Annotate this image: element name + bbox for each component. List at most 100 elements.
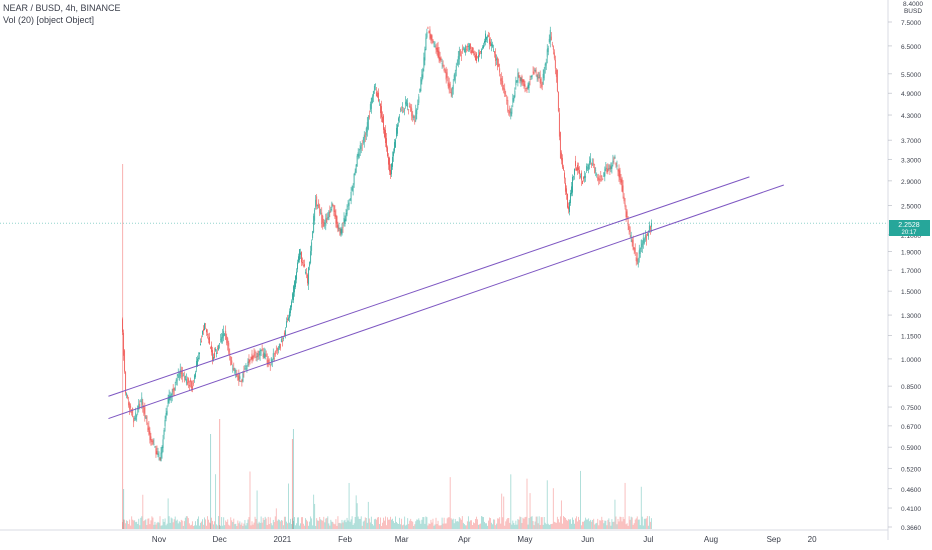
time-axis[interactable]: Nov Dec 2021 Feb Mar Apr May Jun Jul Aug Sep 20 (152, 535, 817, 544)
volume-bar (513, 522, 515, 529)
volume-bar (649, 521, 651, 529)
volume-bar (429, 523, 431, 529)
volume-bar (437, 520, 439, 529)
candle-body (179, 369, 181, 377)
volume-bar (396, 521, 397, 529)
volume-bar (168, 516, 170, 529)
candle-body (148, 425, 150, 435)
volume-bar (536, 516, 538, 529)
candle-body (208, 338, 209, 340)
volume-bar (585, 517, 587, 529)
channel-trendline[interactable] (108, 184, 784, 420)
candle-body (290, 305, 291, 314)
candle-body (642, 237, 644, 245)
volume-bar (590, 519, 592, 529)
candle-body (266, 358, 268, 364)
candle-body (312, 231, 314, 238)
volume-bar (169, 522, 171, 529)
candle-body (421, 74, 423, 82)
candle-body (274, 351, 276, 355)
volume-bar (497, 518, 499, 529)
candle-body (406, 100, 408, 106)
candle-body (211, 345, 212, 353)
channel-trendline[interactable] (108, 176, 750, 397)
volume-bar (519, 516, 521, 529)
volume-bar (341, 519, 343, 529)
candle-body (166, 411, 168, 415)
candle-body (349, 199, 351, 201)
channel-lines[interactable] (108, 176, 784, 420)
symbol-legend[interactable]: NEAR / BUSD, 4h, BINANCE (3, 3, 121, 13)
candle-body (431, 35, 433, 40)
price-axis-top-label: 8.4000 (903, 1, 923, 8)
volume-bar (244, 520, 246, 529)
volume-bar (163, 521, 165, 529)
volume-bar (184, 517, 186, 529)
candle-body (571, 186, 572, 195)
volume-bar (295, 525, 296, 529)
volume-bar (452, 518, 454, 529)
candle-body (237, 375, 239, 380)
volume-legend[interactable]: Vol (20) [object Object] (3, 15, 95, 25)
volume-bar (607, 519, 609, 529)
time-tick-label: 20 (808, 535, 817, 544)
volume-bar (542, 524, 544, 529)
volume-bar (358, 518, 360, 529)
volume-bar (125, 523, 127, 529)
candle-body (581, 172, 582, 181)
candle-body (360, 146, 362, 150)
candle-body (485, 33, 486, 43)
volume-bar (183, 521, 185, 529)
volume-bar (412, 521, 414, 529)
volume-bar (251, 521, 253, 529)
candle-body (518, 75, 520, 77)
candle-body (386, 138, 387, 148)
volume-bar (599, 520, 601, 529)
volume-bar (176, 519, 178, 529)
volume-bar (511, 524, 513, 529)
volume-bar (150, 520, 152, 529)
candle-body (525, 88, 527, 89)
volume-bar (283, 516, 285, 529)
candle-body (233, 367, 235, 371)
candle-body (449, 83, 451, 88)
candle-body (142, 402, 144, 409)
volume-bar (357, 516, 359, 529)
candle-body (155, 448, 157, 455)
volume-bar (445, 523, 447, 529)
candle-body (634, 247, 636, 253)
volume-bar (246, 523, 248, 529)
volume-bar (564, 517, 565, 529)
volume-bar (164, 518, 166, 529)
volume-bar (408, 523, 410, 529)
candle-body (154, 446, 156, 447)
volume-bar (394, 522, 395, 529)
volume-bar (491, 522, 493, 529)
candle-body (324, 223, 326, 224)
candle-body (514, 90, 516, 97)
candle-body (238, 373, 240, 382)
volume-bar (427, 525, 429, 529)
volume-bar (488, 520, 489, 529)
volume-bar (484, 521, 485, 529)
candle-body (263, 352, 265, 358)
volume-bar (271, 525, 273, 529)
price-axis[interactable]: 7.5000 6.5000 5.5000 4.9000 4.3000 3.7000 3.30… (888, 20, 921, 532)
volume-bar (312, 525, 314, 529)
volume-bar (624, 482, 626, 529)
time-tick-label: Nov (152, 535, 166, 544)
volume-bar (348, 482, 350, 529)
candle-body (403, 111, 405, 113)
volume-bar (297, 517, 298, 529)
current-price-marker[interactable]: 2.2528 20:17 (889, 220, 930, 236)
candle-body (297, 262, 298, 270)
candle-body (463, 48, 465, 52)
candle-body (509, 108, 511, 114)
time-tick-label: May (517, 535, 532, 544)
volume-bar (398, 523, 400, 529)
volume-bar (601, 516, 603, 529)
candle-body (443, 68, 445, 71)
candle-body (371, 96, 373, 103)
